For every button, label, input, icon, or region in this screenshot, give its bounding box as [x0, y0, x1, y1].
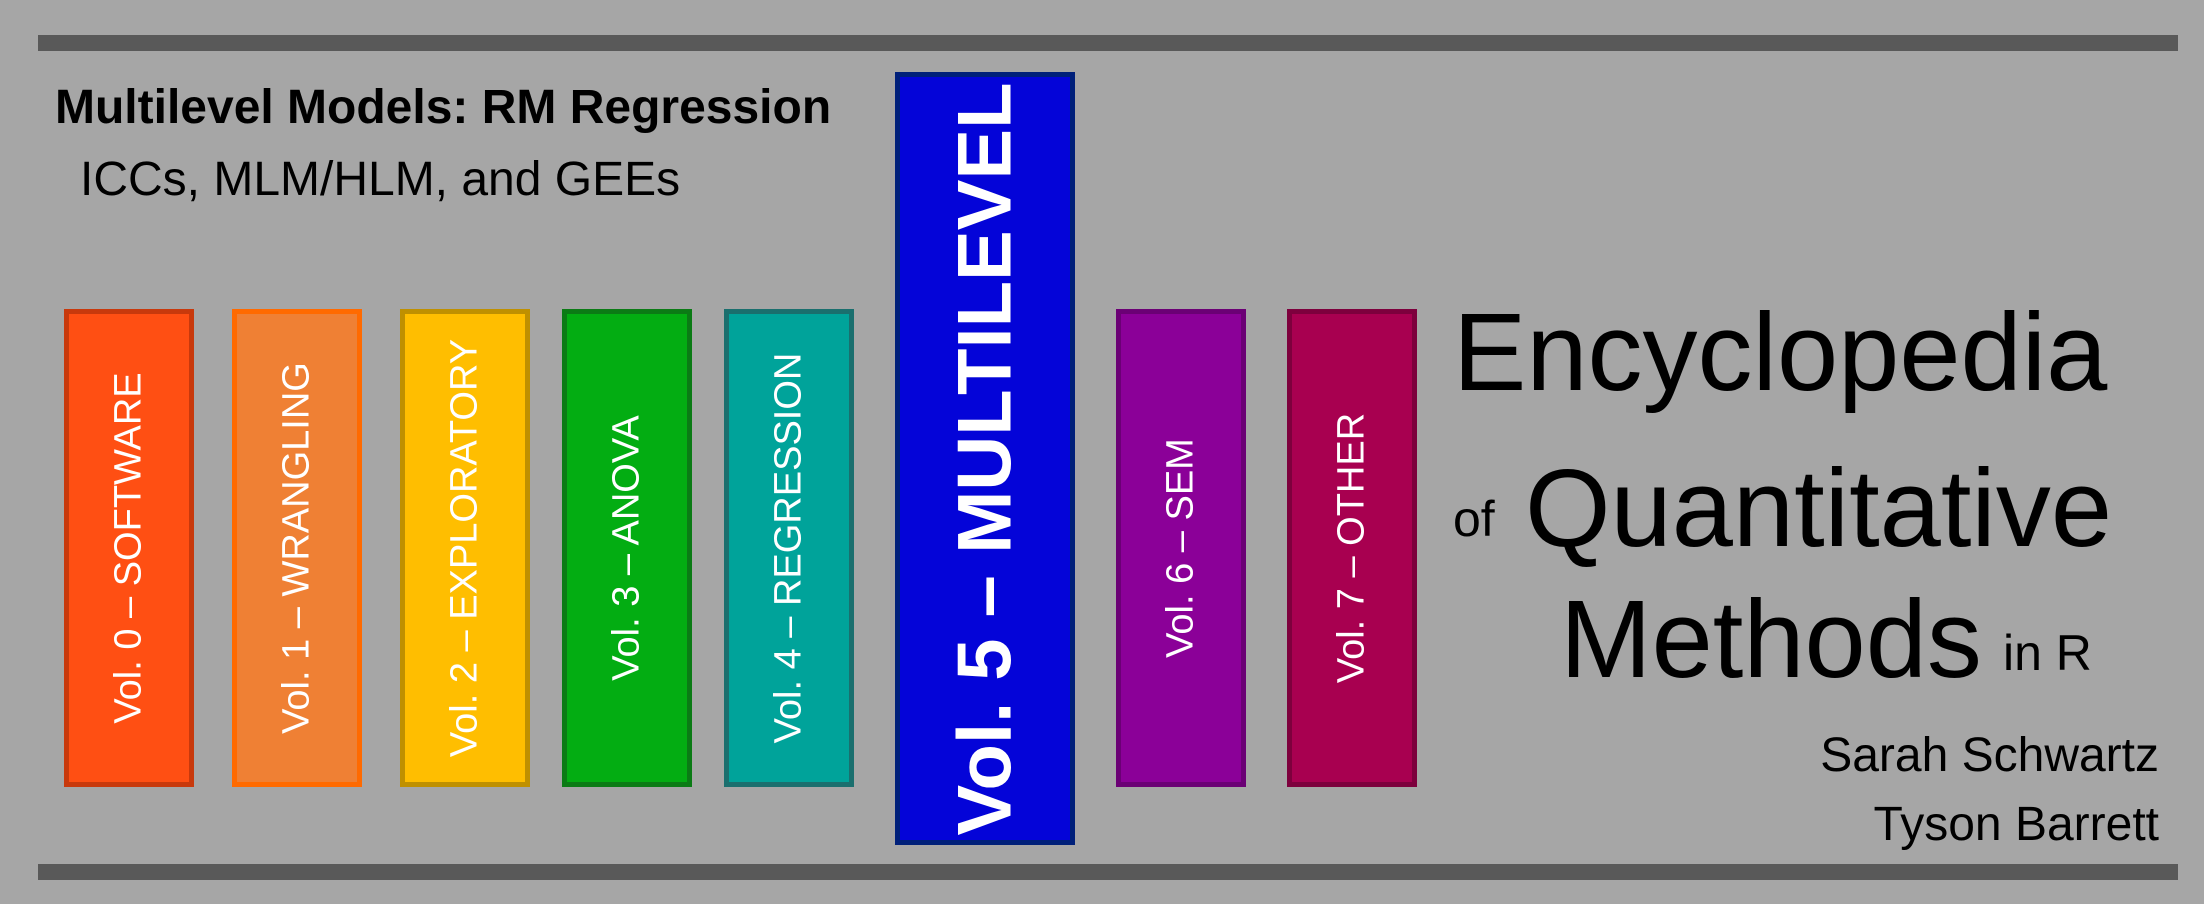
title-line-encyclopedia: Encyclopedia [1453, 291, 2108, 414]
volume-label: Vol. 6 – SEM [1159, 438, 1202, 658]
volume-label: Vol. 1 – WRANGLING [275, 362, 318, 734]
volume-spine-3: Vol. 3 – ANOVA [562, 309, 692, 787]
volume-spine-1: Vol. 1 – WRANGLING [232, 309, 362, 787]
subtitle-sub: ICCs, MLM/HLM, and GEEs [80, 153, 681, 206]
volume-label: Vol. 4 – REGRESSION [767, 352, 810, 744]
volume-label: Vol. 5 – MULTILEVEL [942, 81, 1028, 836]
volume-spine-4: Vol. 4 – REGRESSION [724, 309, 854, 787]
volume-spine-0: Vol. 0 – SOFTWARE [64, 309, 194, 787]
top-rule [38, 35, 2178, 51]
bottom-rule [38, 864, 2178, 880]
volume-spine-7: Vol. 7 – OTHER [1287, 309, 1417, 787]
author-name: Tyson Barrett [1873, 798, 2159, 851]
volume-spine-6: Vol. 6 – SEM [1116, 309, 1246, 787]
author-name: Sarah Schwartz [1820, 729, 2159, 782]
volume-label: Vol. 7 – OTHER [1330, 412, 1373, 684]
volume-spine-2: Vol. 2 – EXPLORATORY [400, 309, 530, 787]
subtitle-main: Multilevel Models: RM Regression [55, 81, 832, 134]
volume-label: Vol. 2 – EXPLORATORY [443, 338, 486, 758]
title-word-in-r: in R [2003, 625, 2092, 681]
title-word-of: of [1453, 491, 1495, 547]
volume-spine-5-highlighted: Vol. 5 – MULTILEVEL [895, 72, 1075, 845]
title-line-methods: Methods [1560, 578, 1982, 701]
volume-label: Vol. 3 – ANOVA [605, 415, 648, 681]
title-line-quantitative: Quantitative [1525, 447, 2113, 570]
volume-label: Vol. 0 – SOFTWARE [107, 372, 150, 724]
